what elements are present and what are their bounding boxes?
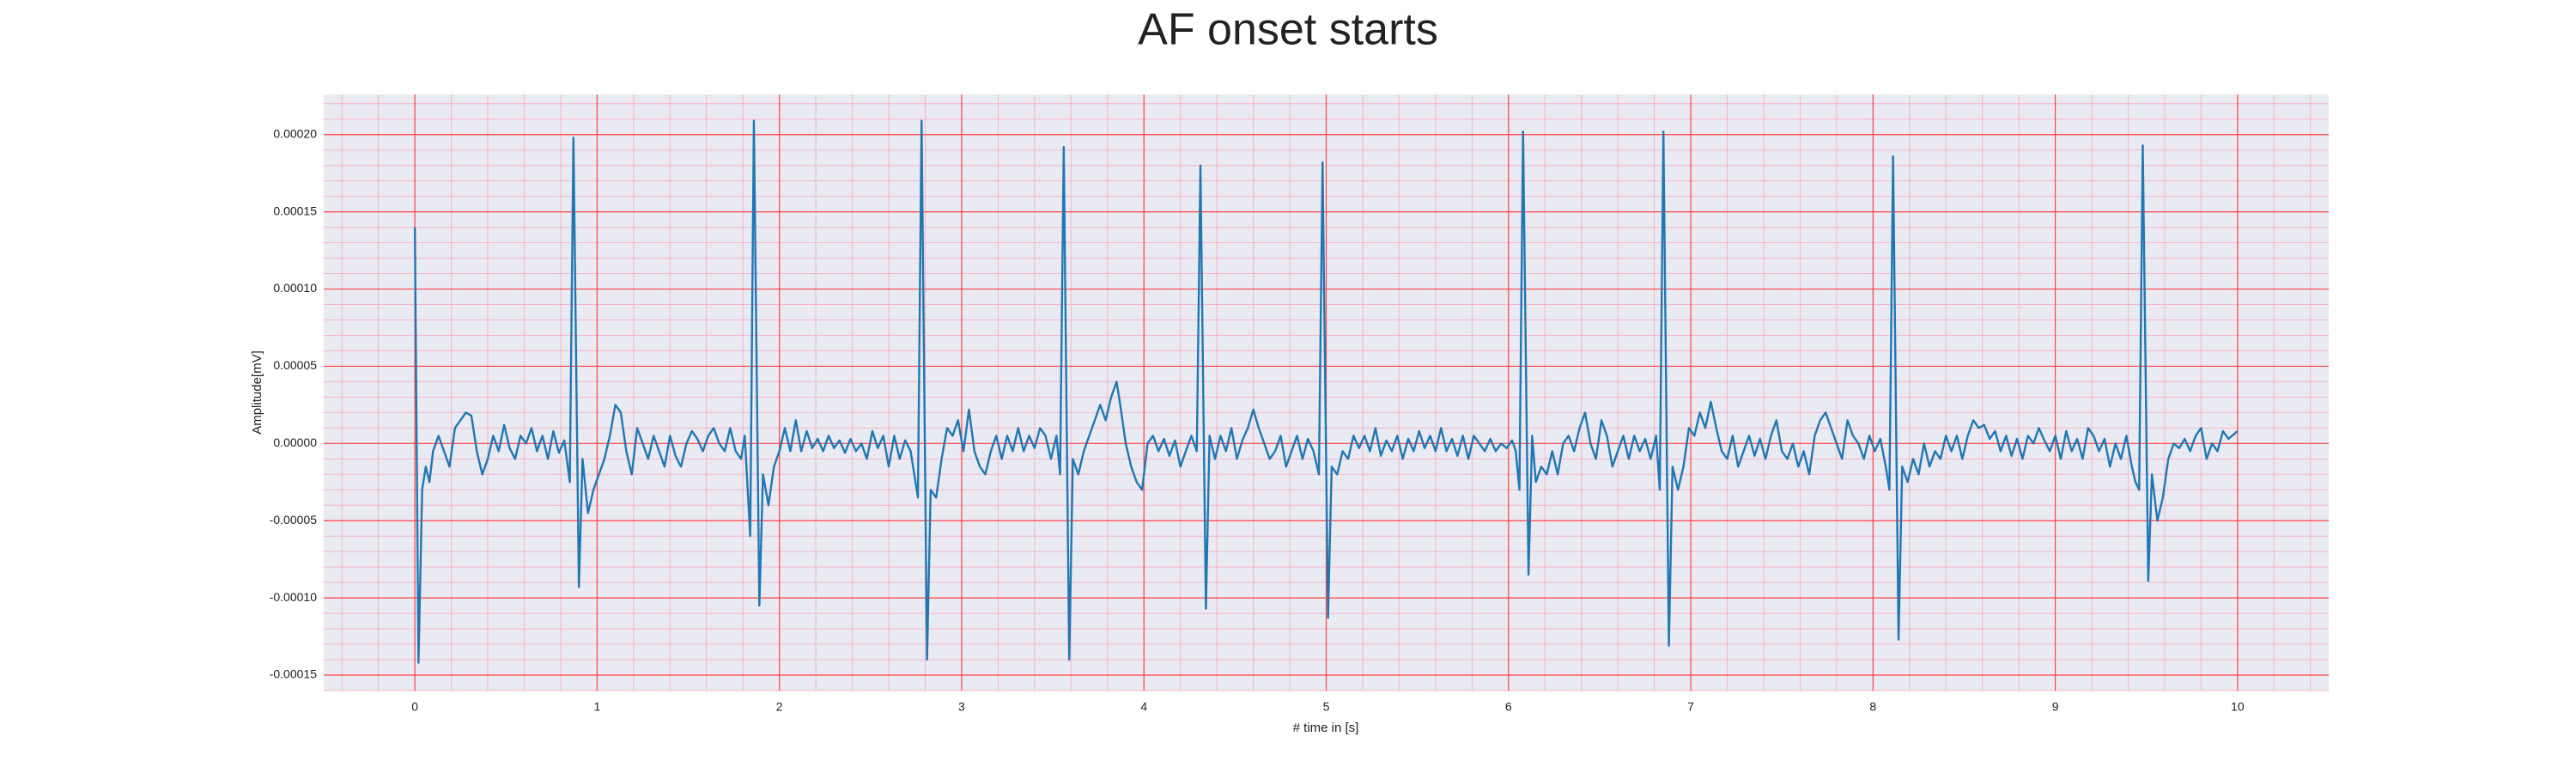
y-tick-label: -0.00015	[270, 667, 317, 681]
x-tick-label: 8	[1869, 700, 1876, 714]
x-tick-label: 9	[2052, 700, 2059, 714]
x-tick-label: 7	[1687, 700, 1694, 714]
y-tick-label: 0.00005	[273, 358, 317, 372]
grid-group	[324, 94, 2329, 691]
y-tick-label: 0.00015	[273, 204, 317, 217]
ecg-line	[413, 119, 2239, 664]
x-tick-label: 4	[1140, 700, 1147, 714]
y-tick-label: -0.00010	[270, 590, 317, 604]
x-tick-label: 2	[776, 700, 783, 714]
y-tick-label: 0.00010	[273, 281, 317, 295]
x-axis-label: # time in [s]	[1293, 721, 1359, 735]
y-tick-label: -0.00005	[270, 513, 317, 526]
y-tick-label: 0.00000	[273, 435, 317, 449]
x-tick-label: 0	[411, 700, 418, 714]
x-tick-label: 1	[594, 700, 601, 714]
chart-title: AF onset starts	[1138, 5, 1438, 55]
y-tick-label: 0.00020	[273, 126, 317, 140]
series-group	[413, 119, 2239, 664]
x-tick-label: 6	[1505, 700, 1512, 714]
y-axis-label: Amplitude[mV]	[250, 350, 264, 435]
x-tick-label: 10	[2231, 700, 2245, 714]
x-tick-label: 5	[1323, 700, 1330, 714]
x-tick-label: 3	[958, 700, 965, 714]
